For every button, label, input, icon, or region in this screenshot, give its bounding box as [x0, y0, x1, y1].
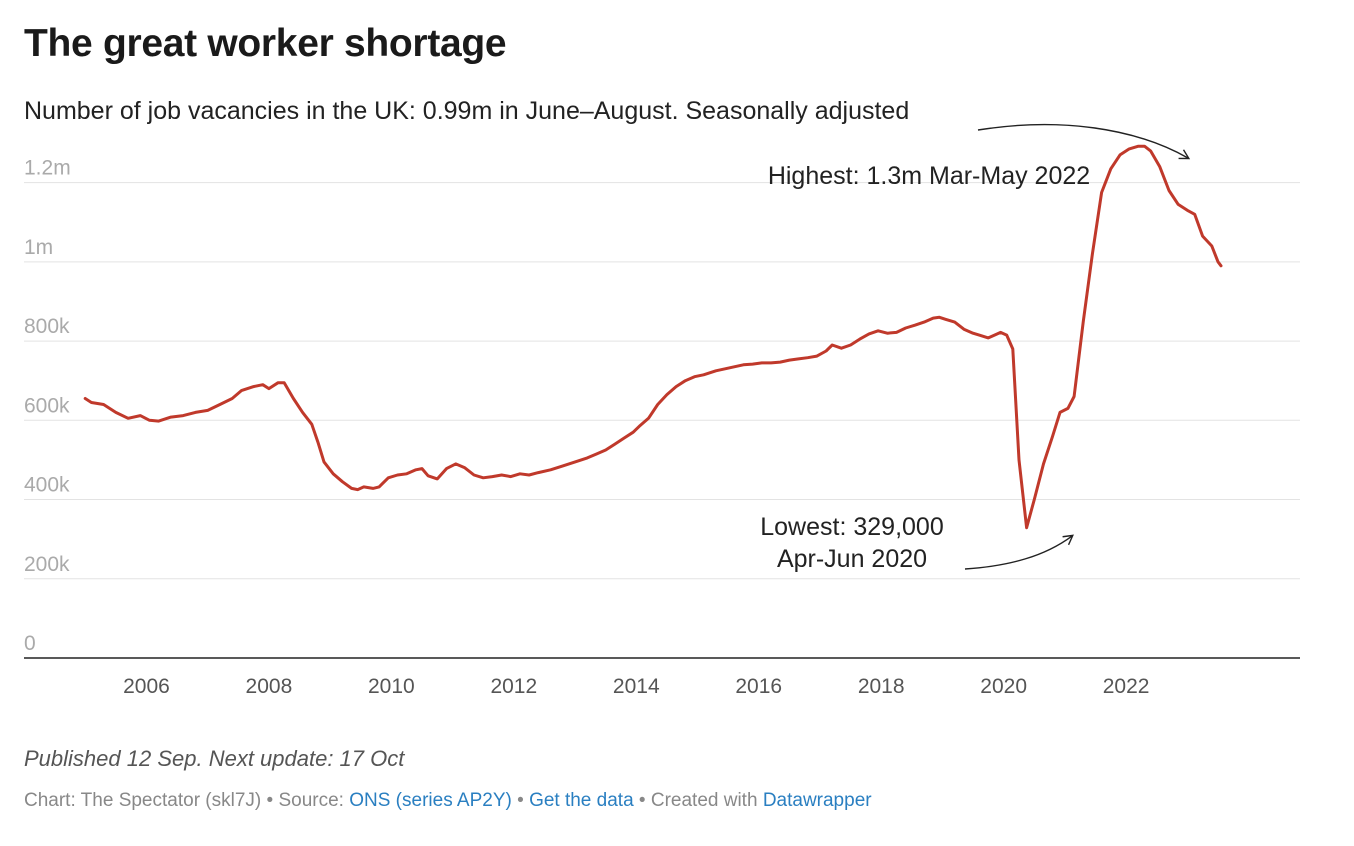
chart-footer: Chart: The Spectator (skl7J) • Source: O…: [24, 790, 872, 812]
y-tick-label: 800k: [24, 315, 70, 338]
y-tick-label: 400k: [24, 474, 70, 497]
annotation-lowest-line-1: Lowest: 329,000: [760, 513, 943, 541]
line-chart: 0 200k 400k 600k 800k 1m 1.2m 2006 2008 2010 2012…: [24, 123, 1300, 698]
y-tick-label: 1.2m: [24, 157, 71, 180]
x-tick-label: 2018: [858, 675, 905, 698]
created-with-label: Created with: [650, 790, 758, 811]
source-link[interactable]: ONS (series AP2Y): [349, 790, 512, 811]
y-tick-label: 0: [24, 632, 36, 655]
annotation-lowest-line-2: Apr-Jun 2020: [777, 545, 927, 573]
x-tick-label: 2008: [246, 675, 293, 698]
chart-title: The great worker shortage: [24, 22, 507, 65]
y-tick-label: 200k: [24, 553, 70, 576]
footer-separator: •: [638, 790, 646, 811]
publication-note: Published 12 Sep. Next update: 17 Oct: [24, 746, 405, 771]
gridlines: [24, 182, 1300, 580]
annotation-highest-arrow: [977, 123, 1191, 160]
x-axis-tick-labels: 2006 2008 2010 2012 2014 2016 2018 2020 2022: [123, 675, 1149, 698]
x-tick-label: 2022: [1103, 675, 1150, 698]
x-tick-label: 2016: [735, 675, 782, 698]
y-axis-tick-labels: 0 200k 400k 600k 800k 1m 1.2m: [24, 157, 71, 655]
chart-credit: Chart: The Spectator (skl7J): [24, 790, 262, 811]
footer-separator: •: [517, 790, 524, 811]
job-vacancies-line: [83, 144, 1223, 530]
x-tick-label: 2006: [123, 675, 170, 698]
x-tick-label: 2014: [613, 675, 660, 698]
x-tick-label: 2010: [368, 675, 415, 698]
source-label: Source:: [278, 790, 344, 811]
chart-subtitle: Number of job vacancies in the UK: 0.99m…: [24, 97, 910, 125]
x-tick-label: 2012: [490, 675, 537, 698]
get-the-data-link[interactable]: Get the data: [529, 790, 634, 811]
annotation-lowest-arrow: [964, 534, 1074, 570]
footer-separator: •: [266, 790, 274, 811]
annotation-highest: Highest: 1.3m Mar-May 2022: [768, 162, 1090, 190]
y-tick-label: 1m: [24, 236, 53, 259]
datawrapper-link[interactable]: Datawrapper: [762, 790, 872, 811]
x-tick-label: 2020: [980, 675, 1027, 698]
y-tick-label: 600k: [24, 394, 70, 417]
